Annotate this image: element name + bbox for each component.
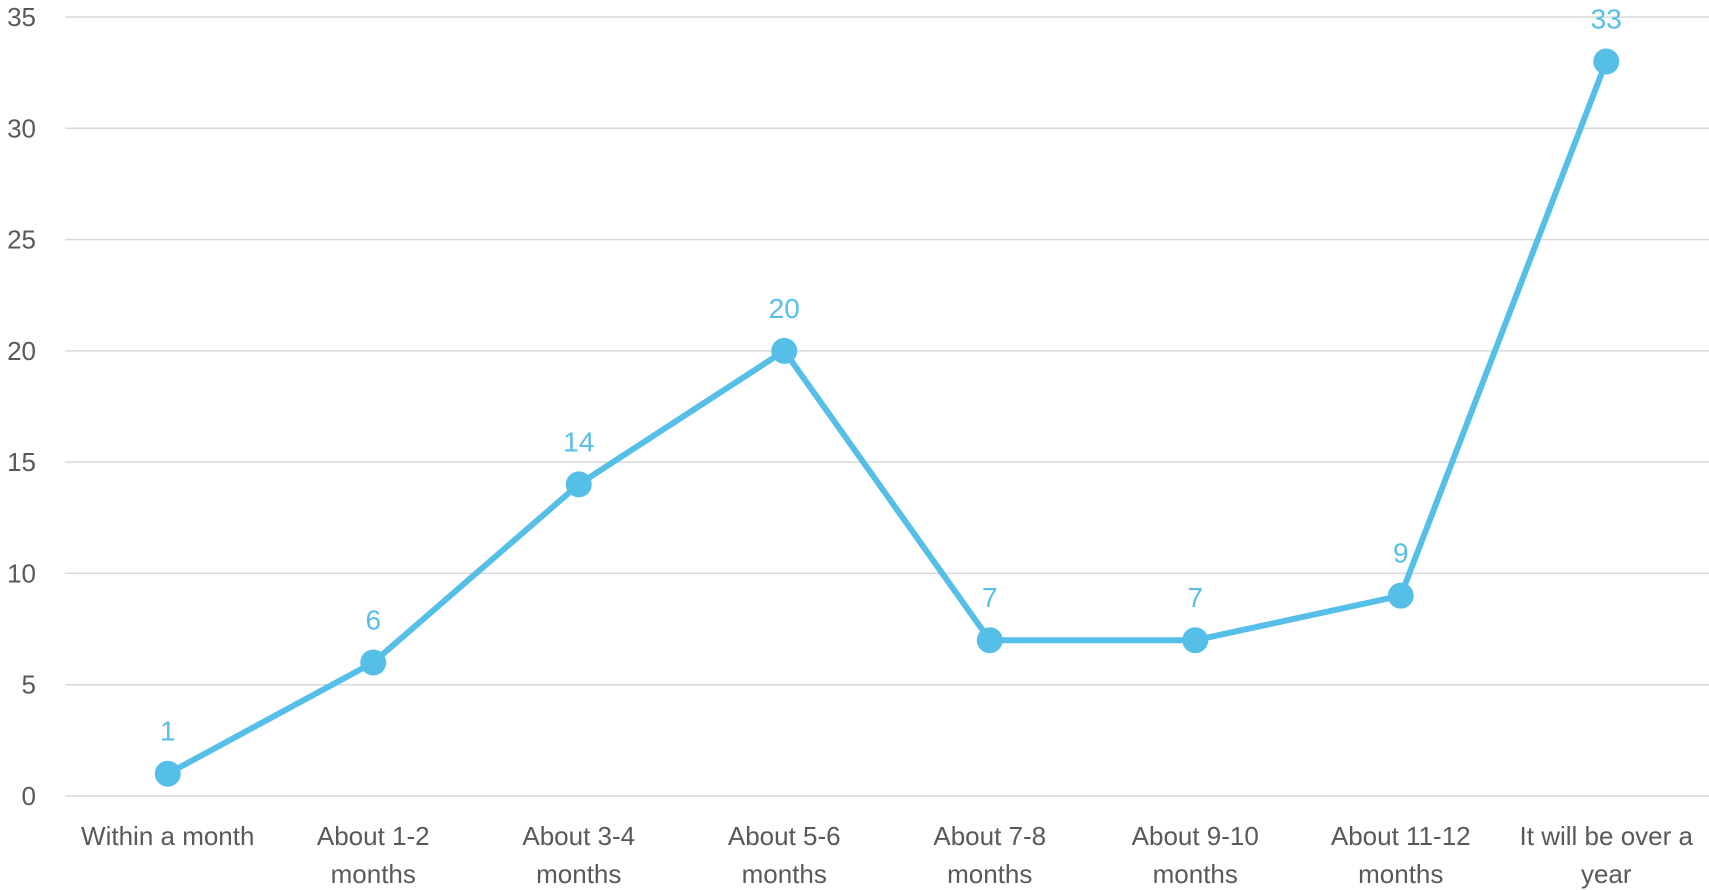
y-tick-label: 30 xyxy=(7,113,36,143)
y-tick-label: 20 xyxy=(7,336,36,366)
y-tick-label: 5 xyxy=(22,670,36,700)
series-group xyxy=(154,48,1620,787)
x-tick-label: About 9-10 months xyxy=(1132,821,1259,889)
y-axis: 0 5 10 15 20 25 30 35 xyxy=(7,2,36,811)
x-tick-label-line: months xyxy=(536,859,621,889)
series-line xyxy=(164,58,1610,777)
x-tick-label-line: About 11-12 xyxy=(1331,821,1471,851)
data-point xyxy=(154,760,181,787)
x-tick-label: Within a month xyxy=(81,821,254,851)
y-tick-label: 35 xyxy=(7,2,36,32)
data-point xyxy=(1182,627,1209,654)
data-point xyxy=(360,649,387,676)
x-tick-label: About 3-4 months xyxy=(522,821,635,889)
data-point xyxy=(1593,48,1620,75)
x-tick-label-line: About 5-6 xyxy=(728,821,841,851)
data-point xyxy=(1387,582,1414,609)
data-label: 9 xyxy=(1393,538,1409,569)
x-tick-label: About 5-6 months xyxy=(728,821,841,889)
data-point xyxy=(565,471,592,498)
data-label: 20 xyxy=(769,293,800,324)
y-tick-label: 15 xyxy=(7,447,36,477)
x-tick-label-line: months xyxy=(331,859,416,889)
y-tick-label: 0 xyxy=(22,781,36,811)
x-axis: Within a month About 1-2 months About 3-4 mo… xyxy=(81,821,1693,889)
data-labels: 1 6 14 20 7 7 9 33 xyxy=(160,4,1622,747)
x-tick-label-line: About 3-4 xyxy=(522,821,635,851)
x-tick-label-line: About 7-8 xyxy=(933,821,1046,851)
data-point xyxy=(771,337,798,364)
data-label: 7 xyxy=(1187,582,1203,613)
x-tick-label: About 1-2 months xyxy=(317,821,430,889)
data-label: 1 xyxy=(160,716,176,747)
x-tick-label: About 7-8 months xyxy=(933,821,1046,889)
y-tick-label: 10 xyxy=(7,558,36,588)
x-tick-label-line: year xyxy=(1581,859,1632,889)
gridlines xyxy=(65,16,1709,797)
x-tick-label-line: months xyxy=(947,859,1032,889)
data-point xyxy=(976,627,1003,654)
data-label: 6 xyxy=(365,604,381,635)
x-tick-label-line: About 1-2 xyxy=(317,821,430,851)
y-tick-label: 25 xyxy=(7,225,36,255)
x-tick-label-line: months xyxy=(1153,859,1238,889)
x-tick-label: About 11-12 months xyxy=(1331,821,1471,889)
x-tick-label-line: It will be over a xyxy=(1520,821,1694,851)
x-tick-label: It will be over a year xyxy=(1520,821,1694,889)
data-label: 33 xyxy=(1591,4,1622,35)
x-tick-label-line: months xyxy=(1358,859,1443,889)
x-tick-label-line: About 9-10 xyxy=(1132,821,1259,851)
data-label: 7 xyxy=(982,582,998,613)
data-label: 14 xyxy=(563,426,594,457)
x-tick-label-line: Within a month xyxy=(81,821,254,851)
x-tick-label-line: months xyxy=(742,859,827,889)
